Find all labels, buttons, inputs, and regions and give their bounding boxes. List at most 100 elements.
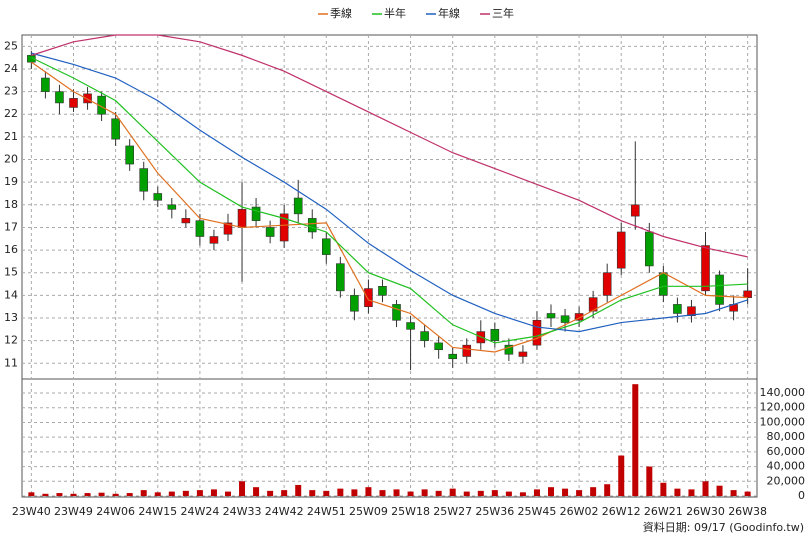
y2-tick-label: 100,000 [760,415,806,428]
y-tick-label: 14 [4,288,18,301]
volume-bar [477,490,484,496]
volume-bar [702,481,709,496]
volume-bar [196,490,203,496]
candle-body [743,290,752,298]
volume-bar [112,493,119,496]
y-tick-label: 11 [4,356,18,369]
plot-frame [21,34,758,498]
legend-label: 半年 [384,6,406,20]
candle-body [392,304,401,321]
y-tick-label: 18 [4,198,18,211]
volume-bar [224,491,231,496]
volume-bar [519,492,526,496]
volume-bar [281,490,288,496]
volume-bar [618,455,625,496]
legend-label: 三年 [492,6,514,20]
candle-body [462,344,472,357]
y2-tick-label: 140,000 [760,386,806,399]
volume-bar [98,492,105,496]
volume-bar [688,489,695,496]
volume-bar [646,466,653,496]
candle-body [139,168,149,192]
volume-bar [393,489,400,496]
y2-tick-label: 40,000 [767,460,806,473]
candle-body [364,288,373,307]
x-tick-label: 23W49 [54,505,93,518]
candle-body [602,272,612,296]
x-tick-label: 25W09 [349,505,388,518]
candle-body [687,306,696,317]
x-tick-label: 24W06 [96,505,135,518]
candle-body [504,344,514,355]
y-tick-label: 22 [4,107,18,120]
candle-body [279,213,289,242]
candle-body [237,209,247,228]
volume-bar [295,484,302,496]
x-tick-label: 24W42 [265,505,304,518]
volume-bar [533,489,540,496]
candle-body [181,218,191,224]
y-tick-label: 20 [4,153,18,166]
volume-bar [660,482,667,496]
candle-body [532,319,542,346]
volume-bar [548,487,555,496]
candle-body [293,197,303,215]
candle-body [574,313,584,321]
volume-bar [253,487,260,496]
volume-bar [505,491,512,496]
candle-body [153,193,163,201]
y2-tick-label: 120,000 [760,401,806,414]
y-tick-label: 16 [4,243,18,256]
volume-bar [126,493,133,496]
y-tick-label: 21 [4,130,18,143]
candle-body [69,98,78,108]
volume-bar [210,489,217,496]
y-tick-label: 25 [4,39,18,52]
volume-bar [28,492,35,496]
x-tick-label: 26W38 [728,505,767,518]
x-tick-label: 26W12 [602,505,641,518]
candle-body [518,351,528,357]
y-tick-label: 23 [4,85,18,98]
candle-body [111,118,120,140]
volume-bar [309,490,316,496]
x-tick-label: 24W24 [180,505,219,518]
candle-body [41,77,50,92]
volume-bar [239,481,246,496]
candle-body [434,342,443,350]
candle-body [265,227,275,237]
candle-body [701,245,710,292]
volume-bar [744,491,751,496]
ma-line [31,34,748,258]
x-tick-label: 26W30 [686,505,725,518]
y-tick-label: 19 [4,175,18,188]
x-tick-label: 24W33 [223,505,262,518]
volume-bar [379,490,386,496]
candle-body [490,329,500,341]
x-tick-label: 24W51 [307,505,346,518]
y2-tick-label: 0 [798,489,805,502]
ma-line [31,61,748,353]
legend-label: 年線 [438,6,460,20]
candle-body [209,236,219,244]
volume-bar [674,488,681,496]
candle-body [448,353,458,360]
volume-bar [449,488,456,496]
candle-body [645,231,654,267]
candle-body [715,274,724,305]
volume-bar [70,493,77,496]
volume-bar [632,384,639,496]
volume-bar [590,487,597,496]
candle-body [83,93,92,104]
volume-bar [576,490,583,496]
volume-bar [407,491,414,496]
volume-bar [154,492,161,496]
candle-body [560,315,570,323]
volume-bar [351,489,358,496]
y-tick-label: 13 [4,311,18,324]
y2-tick-label: 80,000 [767,430,806,443]
candle-body [406,322,415,330]
volume-bar [140,490,147,496]
x-tick-label: 26W21 [644,505,683,518]
volume-bar [56,493,63,496]
